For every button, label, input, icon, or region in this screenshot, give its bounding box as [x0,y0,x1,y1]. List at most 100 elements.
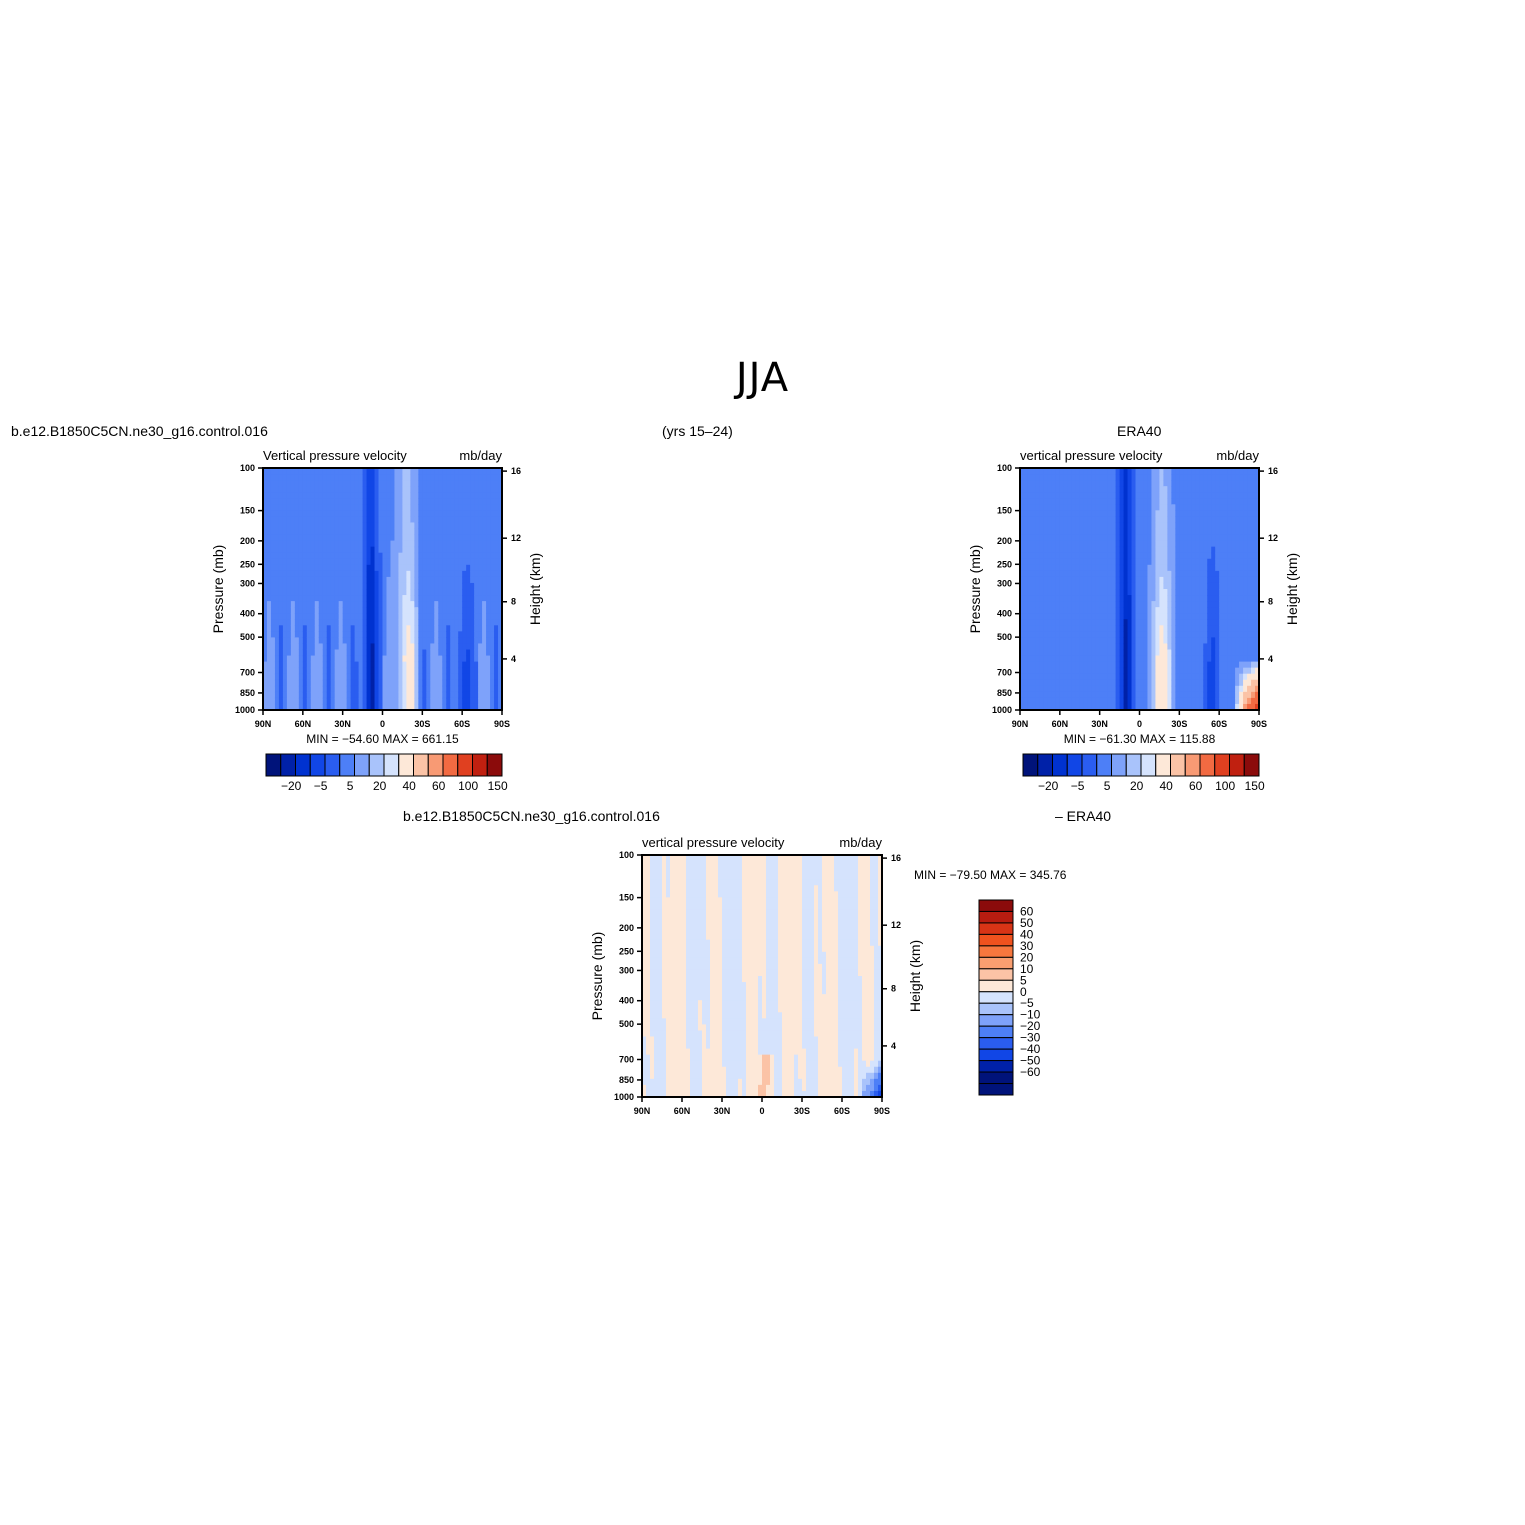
heatmap-cell [1067,528,1073,536]
heatmap-cell [290,619,296,626]
heatmap-cell [1039,595,1045,602]
heatmap-cell [1111,540,1117,548]
heatmap-cell [370,667,376,675]
heatmap-cell [1223,625,1228,632]
heatmap-cell [394,564,400,572]
heatmap-cell [1159,673,1164,681]
heatmap-cell [1227,631,1232,638]
heatmap-cell [470,607,475,614]
heatmap-cell [470,619,475,626]
heatmap-cell [362,546,368,554]
heatmap-cell [394,679,400,687]
heatmap-cell [462,589,467,596]
heatmap-cell [454,492,459,499]
heatmap-cell [1127,468,1133,475]
heatmap-cell [406,534,411,542]
heatmap-cell [1243,703,1248,711]
heatmap-cell [342,558,348,566]
heatmap-cell [1247,661,1252,669]
heatmap-cell [1211,679,1216,687]
heatmap-cell [1175,613,1180,620]
heatmap-cell [1103,685,1109,693]
heatmap-cell [286,667,292,675]
heatmap-cell [1043,625,1049,632]
heatmap-cell [1155,637,1161,645]
heatmap-cell [1195,522,1200,530]
heatmap-cell [1143,613,1149,620]
heatmap-cell [642,939,647,947]
heatmap-cell [402,522,407,530]
heatmap-cell [1235,685,1240,693]
heatmap-cell [346,468,352,475]
heatmap-cell [478,673,483,681]
heatmap-cell [430,516,435,524]
heatmap-cell [1039,649,1045,657]
heatmap-cell [1020,540,1025,548]
heatmap-cell [1107,552,1113,560]
heatmap-cell [418,643,423,651]
heatmap-cell [1043,697,1049,705]
heatmap-cell [474,558,479,566]
heatmap-cell [270,601,276,608]
heatmap-cell [1231,655,1236,663]
heatmap-cell [1103,480,1109,487]
heatmap-cell [1111,613,1117,620]
colorbar-swatch [339,753,355,777]
heatmap-cell [1091,546,1097,554]
heatmap-cell [1091,528,1097,536]
heatmap-cell [474,522,479,530]
heatmap-cell [490,546,495,554]
heatmap-cell [430,468,435,475]
heatmap-cell [1023,510,1029,517]
heatmap-cell [462,601,467,608]
heatmap-cell [1107,492,1113,499]
heatmap-cell [406,673,411,681]
heatmap-cell [1020,679,1025,687]
heatmap-cell [1163,655,1168,663]
heatmap-cell [494,552,499,560]
heatmap-cell [1087,474,1093,481]
heatmap-cell [1251,613,1256,620]
heatmap-cell [282,504,288,511]
heatmap-cell [290,510,296,517]
heatmap-cell [350,510,356,517]
heatmap-cell [1251,703,1256,711]
heatmap-cell [294,576,300,584]
heatmap-cell [270,649,276,657]
heatmap-cell [1235,673,1240,681]
heatmap-cell [1171,625,1176,632]
heatmap-cell [263,703,268,711]
heatmap-cell [366,643,372,651]
heatmap-cell [1251,679,1256,687]
heatmap-cell [390,534,396,542]
heatmap-cell [1219,649,1224,657]
heatmap-cell [490,637,495,645]
heatmap-cell [1107,607,1113,614]
heatmap-cell [322,540,328,548]
heatmap-cell [1239,492,1244,499]
heatmap-cell [1171,516,1176,524]
heatmap-cell [1099,570,1105,578]
heatmap-cell [362,468,368,475]
heatmap-cell [446,582,451,590]
heatmap-cell [1255,510,1260,517]
heatmap-cell [290,564,296,572]
heatmap-cell [1243,667,1248,675]
heatmap-cell [494,522,499,530]
colorbar-label: 40 [402,779,416,793]
heatmap-cell [1103,582,1109,590]
heatmap-cell [1119,637,1125,645]
heatmap-cell [470,655,475,663]
heatmap-cell [1051,667,1057,675]
heatmap-cell [1175,546,1180,554]
heatmap-cell [318,637,324,645]
heatmap-cell [390,595,396,602]
heatmap-cell [1211,582,1216,590]
heatmap-cell [1035,691,1041,699]
heatmap-cell [398,673,404,681]
heatmap-cell [302,564,308,572]
heatmap-cell [342,480,348,487]
heatmap-cell [1143,552,1149,560]
heatmap-cell [1055,486,1061,493]
heatmap-cell [1039,667,1045,675]
